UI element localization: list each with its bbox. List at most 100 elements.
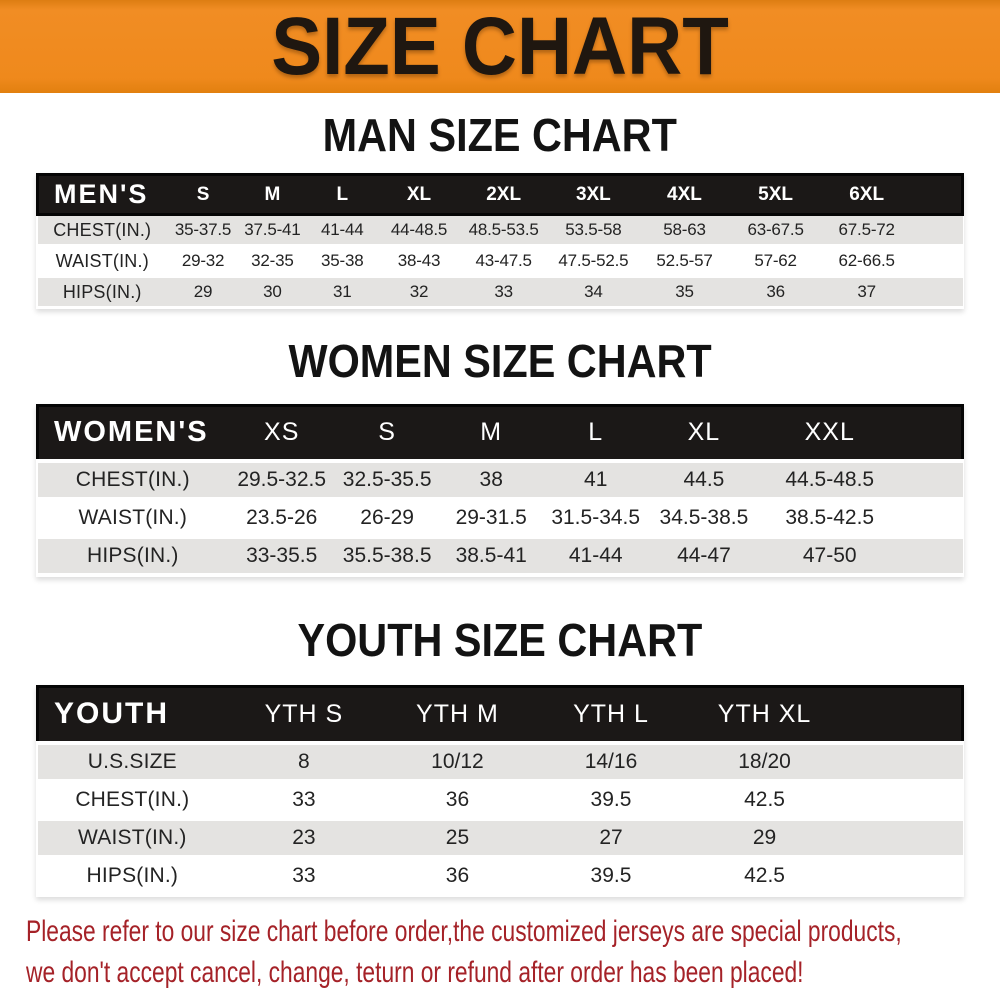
measurement-value: 47-50 xyxy=(759,534,900,577)
measurement-value: 37 xyxy=(820,275,913,309)
row-label: WAIST(IN.) xyxy=(37,244,167,278)
disclaimer-line-1: Please refer to our size chart before or… xyxy=(26,915,902,948)
measurement-value: 38 xyxy=(438,458,544,501)
size-column-header: S xyxy=(335,404,439,462)
size-column-header: 4XL xyxy=(638,173,731,216)
measurement-value: 33 xyxy=(227,855,381,897)
measurement-value: 39.5 xyxy=(534,779,688,821)
measurement-value: 27 xyxy=(534,817,688,859)
row-label: CHEST(IN.) xyxy=(37,213,167,247)
measurement-value: 63-67.5 xyxy=(730,213,821,247)
row-label: WAIST(IN.) xyxy=(37,817,228,859)
banner-title: SIZE CHART xyxy=(271,0,729,92)
row-filler xyxy=(841,855,963,897)
size-column-header: YTH XL xyxy=(687,684,842,745)
youth-size-section: YOUTH SIZE CHART YOUTH YTH S YTH M YTH L YTH… xyxy=(0,613,1000,897)
measurement-value: 42.5 xyxy=(687,855,842,897)
disclaimer-line-2: we don't accept cancel, change, teturn o… xyxy=(26,956,804,989)
measurement-row: CHEST(IN.) 35-37.5 37.5-41 41-44 44-48.5 48.5… xyxy=(37,213,963,247)
measurement-value: 41-44 xyxy=(543,534,648,577)
size-column-header: M xyxy=(239,173,306,216)
measurement-value: 31.5-34.5 xyxy=(543,496,648,539)
measurement-value: 47.5-52.5 xyxy=(548,244,639,278)
measurement-row: HIPS(IN.) 33-35.5 35.5-38.5 38.5-41 41-44 44-… xyxy=(37,534,963,577)
header-filler xyxy=(912,173,965,216)
measurement-value: 41 xyxy=(543,458,648,501)
row-label: U.S.SIZE xyxy=(37,741,228,783)
measurement-value: 32 xyxy=(378,275,460,309)
measurement-value: 23 xyxy=(227,817,381,859)
size-column-header: S xyxy=(166,173,240,216)
size-column-header: XXL xyxy=(759,404,900,462)
size-column-header: L xyxy=(543,404,648,462)
measurement-value: 32.5-35.5 xyxy=(335,458,439,501)
row-label: WAIST(IN.) xyxy=(37,496,229,539)
size-column-header: XL xyxy=(378,173,460,216)
row-filler xyxy=(899,458,963,501)
measurement-value: 30 xyxy=(239,275,306,309)
measurement-value: 23.5-26 xyxy=(228,496,336,539)
youth-section-heading-text: YOUTH SIZE CHART xyxy=(297,613,703,666)
row-label: HIPS(IN.) xyxy=(37,534,229,577)
row-label: HIPS(IN.) xyxy=(37,855,228,897)
row-filler xyxy=(841,779,963,821)
man-section-heading: MAN SIZE CHART xyxy=(0,109,1000,161)
measurement-value: 29.5-32.5 xyxy=(228,458,336,501)
size-column-header: XS xyxy=(228,404,336,462)
measurement-value: 31 xyxy=(305,275,379,309)
measurement-value: 44.5-48.5 xyxy=(759,458,900,501)
measurement-row: CHEST(IN.) 33 36 39.5 42.5 xyxy=(37,779,963,821)
measurement-value: 29-31.5 xyxy=(438,496,544,539)
measurement-value: 35-38 xyxy=(305,244,379,278)
row-label: CHEST(IN.) xyxy=(37,458,229,501)
measurement-value: 29 xyxy=(166,275,240,309)
measurement-value: 36 xyxy=(380,855,535,897)
row-filler xyxy=(841,817,963,859)
size-column-header: M xyxy=(438,404,544,462)
women-size-section: WOMEN SIZE CHART WOMEN'S XS S M L XL XXL CHEST(… xyxy=(0,335,1000,577)
measurement-row: HIPS(IN.) 33 36 39.5 42.5 xyxy=(37,855,963,897)
measurement-value: 29-32 xyxy=(166,244,240,278)
size-header-row: WOMEN'S XS S M L XL XXL xyxy=(36,404,964,462)
measurement-value: 53.5-58 xyxy=(548,213,639,247)
header-filler xyxy=(899,404,964,462)
measurement-value: 57-62 xyxy=(730,244,821,278)
measurement-value: 38.5-42.5 xyxy=(759,496,900,539)
measurement-value: 38-43 xyxy=(378,244,460,278)
size-column-header: YTH S xyxy=(227,684,381,745)
size-chart-banner: SIZE CHART xyxy=(0,0,1000,93)
measurement-value: 36 xyxy=(730,275,821,309)
measurement-value: 58-63 xyxy=(638,213,731,247)
row-filler xyxy=(899,496,963,539)
size-header-row: YOUTH YTH S YTH M YTH L YTH XL xyxy=(36,684,965,745)
measurement-row: WAIST(IN.) 29-32 32-35 35-38 38-43 43-47.5 47.… xyxy=(37,244,963,278)
measurement-value: 35-37.5 xyxy=(166,213,240,247)
disclaimer: Please refer to our size chart before or… xyxy=(26,911,1000,993)
measurement-value: 26-29 xyxy=(335,496,439,539)
measurement-row: WAIST(IN.) 23.5-26 26-29 29-31.5 31.5-34.5 34… xyxy=(37,496,963,539)
measurement-value: 33 xyxy=(459,275,549,309)
measurement-row: HIPS(IN.) 29 30 31 32 33 34 35 36 37 xyxy=(37,275,963,309)
man-size-section: MAN SIZE CHART MEN'S S M L XL 2XL 3XL 4XL 5XL 6XL… xyxy=(0,109,1000,309)
row-filler xyxy=(912,244,963,278)
measurement-value: 52.5-57 xyxy=(638,244,731,278)
measurement-value: 48.5-53.5 xyxy=(459,213,549,247)
measurement-value: 42.5 xyxy=(687,779,842,821)
measurement-value: 29 xyxy=(687,817,842,859)
measurement-row: WAIST(IN.) 23 25 27 29 xyxy=(37,817,963,859)
table-corner-label: WOMEN'S xyxy=(36,404,229,462)
measurement-value: 38.5-41 xyxy=(438,534,544,577)
size-column-header: 3XL xyxy=(548,173,639,216)
row-filler xyxy=(841,741,963,783)
measurement-value: 32-35 xyxy=(239,244,306,278)
man-section-heading-text: MAN SIZE CHART xyxy=(322,109,678,161)
measurement-value: 34.5-38.5 xyxy=(647,496,760,539)
size-column-header: YTH L xyxy=(534,684,688,745)
measurement-value: 8 xyxy=(227,741,381,783)
size-column-header: 2XL xyxy=(459,173,549,216)
measurement-value: 37.5-41 xyxy=(239,213,306,247)
women-section-heading-text: WOMEN SIZE CHART xyxy=(288,335,712,387)
table-corner-label: MEN'S xyxy=(35,173,167,216)
measurement-value: 35 xyxy=(638,275,731,309)
